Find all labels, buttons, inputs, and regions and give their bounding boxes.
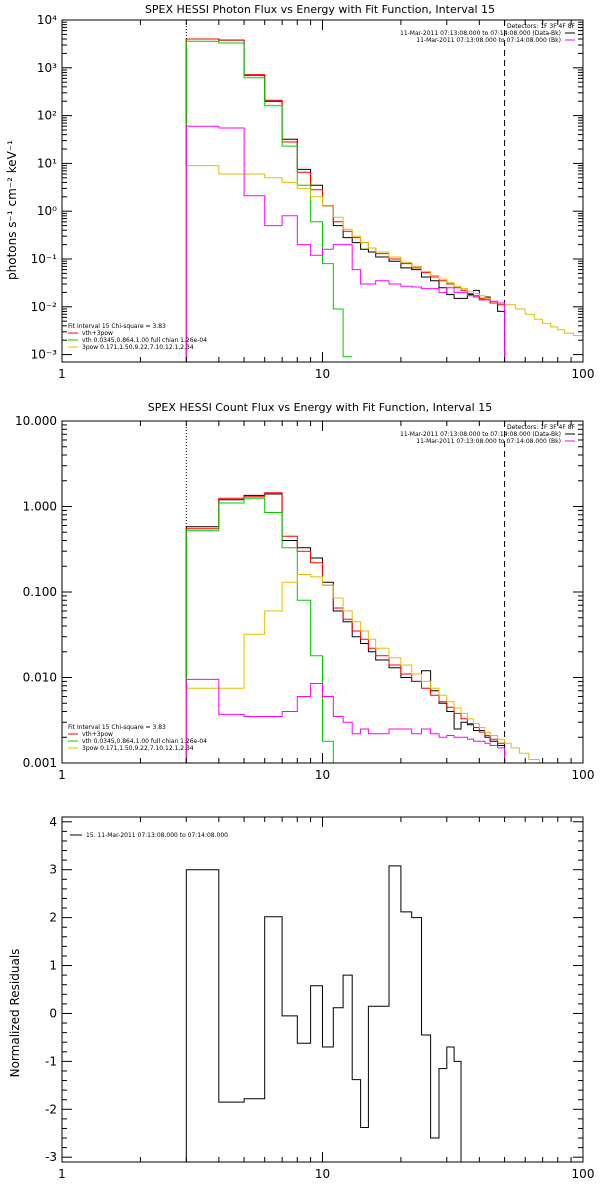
series-line-3: [185, 165, 583, 362]
y-tick-label: 10⁻¹: [31, 252, 58, 266]
legend-entry: Detectors: 1F 3F 4F 8F: [507, 424, 576, 431]
residuals-panel: Normalized Residuals 1 10 100 -3 -2 -1 0 1 2 3 4 15…: [8, 815, 594, 1181]
y-tick-label: 10⁻³: [31, 348, 58, 362]
y-tick-label: 0.100: [23, 585, 57, 599]
count-flux-title: SPEX HESSI Count Flux vs Energy with Fit…: [148, 401, 492, 414]
legend-entry: vth+3pow: [82, 731, 113, 738]
x-tick-label: 1: [58, 1167, 66, 1181]
y-tick-label: 10³: [37, 61, 57, 75]
y-ticks: [62, 19, 583, 356]
series-line-1: [185, 38, 505, 362]
series-line-2: [185, 40, 353, 362]
y-tick-label: 10.000: [15, 414, 57, 428]
legend-entry: 11-Mar-2011 07:13:08.000 to 07:14:08.000…: [400, 30, 561, 37]
x-ticks: [61, 421, 572, 763]
count-flux-plot: 1 10 100 0.001 0.010 0.100 1.000 10.000 Detector…: [15, 414, 594, 782]
x-tick-label: 10: [315, 768, 330, 782]
legend-entry: 11-Mar-2011 07:13:08.000 to 07:14:08.000…: [416, 37, 561, 44]
y-tick-label: -3: [45, 1150, 57, 1164]
y-tick-label: 10²: [37, 109, 57, 123]
x-tick-label: 100: [572, 1167, 595, 1181]
y-ticks: [62, 420, 583, 764]
series-line-4: [185, 125, 506, 362]
y-tick-label: 0: [49, 1006, 57, 1020]
photon-flux-plot: 1 10 100 10⁻³ 10⁻² 10⁻¹ 10⁰ 10¹ 10² 10³ 10⁴ Detecto…: [31, 13, 595, 381]
x-ticks: [61, 20, 572, 362]
y-tick-label: 2: [49, 911, 57, 925]
series-group: [185, 38, 583, 362]
series-line-3: [185, 574, 551, 763]
x-tick-label: 1: [58, 367, 66, 381]
legend-entry: 11-Mar-2011 07:13:08.000 to 07:14:08.000…: [416, 438, 561, 445]
legend-entry: vth 0.0345,0.864,1.00 full chian 1.26e-0…: [82, 738, 207, 745]
legend-entry: Detectors: 1F 3F 4F 8F: [507, 23, 576, 30]
series-line-4: [185, 678, 506, 763]
y-tick-label: -2: [45, 1102, 57, 1116]
y-tick-label: 10⁻²: [31, 300, 58, 314]
y-tick-label: 10⁰: [37, 204, 57, 218]
series-line-1: [185, 492, 505, 763]
series-line-2: [185, 497, 344, 763]
legend-entry: 11-Mar-2011 07:13:08.000 to 07:14:08.000…: [400, 431, 561, 438]
series-line-0: [185, 493, 506, 763]
x-ticks: [61, 817, 572, 1162]
x-tick-label: 10: [315, 367, 330, 381]
x-tick-label: 1: [58, 768, 66, 782]
x-tick-label: 10: [315, 1167, 330, 1181]
residuals-plot: 1 10 100 -3 -2 -1 0 1 2 3 4 15. 11-Mar-2011 07:13:0…: [45, 815, 594, 1181]
y-tick-label: 10⁴: [37, 13, 57, 27]
y-tick-label: 3: [49, 863, 57, 877]
legend-entry: 3pow 0.171,1.50,9.22,7.10,12.1,2.34: [82, 344, 194, 351]
photon-flux-ylabel: photons s⁻¹ cm⁻² keV⁻¹: [5, 140, 19, 280]
y-tick-label: 1.000: [23, 500, 57, 514]
y-tick-label: 4: [49, 815, 57, 829]
y-tick-label: 0.001: [23, 756, 57, 770]
legend-entry: Fit Interval 15 Chi-square = 3.83: [68, 323, 166, 330]
legend-entry: vth+3pow: [82, 330, 113, 337]
legend-entry: Fit Interval 15 Chi-square = 3.83: [68, 724, 166, 731]
y-ticks: [62, 821, 583, 1158]
series-line-0: [185, 865, 505, 1162]
series-group: [185, 492, 551, 763]
residuals-ylabel: Normalized Residuals: [8, 949, 22, 1078]
count-flux-panel: SPEX HESSI Count Flux vs Energy with Fit…: [15, 401, 594, 782]
y-tick-label: 10¹: [37, 156, 57, 170]
photon-flux-title: SPEX HESSI Photon Flux vs Energy with Fi…: [145, 3, 495, 16]
y-tick-label: 0.010: [23, 671, 57, 685]
legend-entry: vth 0.0345,0.864,1.00 full chian 1.26e-0…: [82, 337, 207, 344]
y-tick-label: 1: [49, 959, 57, 973]
legend-entry: 15. 11-Mar-2011 07:13:08.000 to 07:14:08…: [86, 832, 228, 839]
series-group: [185, 865, 505, 1162]
legend-entry: 3pow 0.171,1.50,9.22,7.10,12.1,2.34: [82, 745, 194, 752]
x-tick-label: 100: [572, 768, 595, 782]
y-tick-label: -1: [45, 1054, 57, 1068]
series-line-0: [185, 38, 506, 362]
photon-flux-panel: SPEX HESSI Photon Flux vs Energy with Fi…: [5, 3, 594, 381]
x-tick-label: 100: [572, 367, 595, 381]
